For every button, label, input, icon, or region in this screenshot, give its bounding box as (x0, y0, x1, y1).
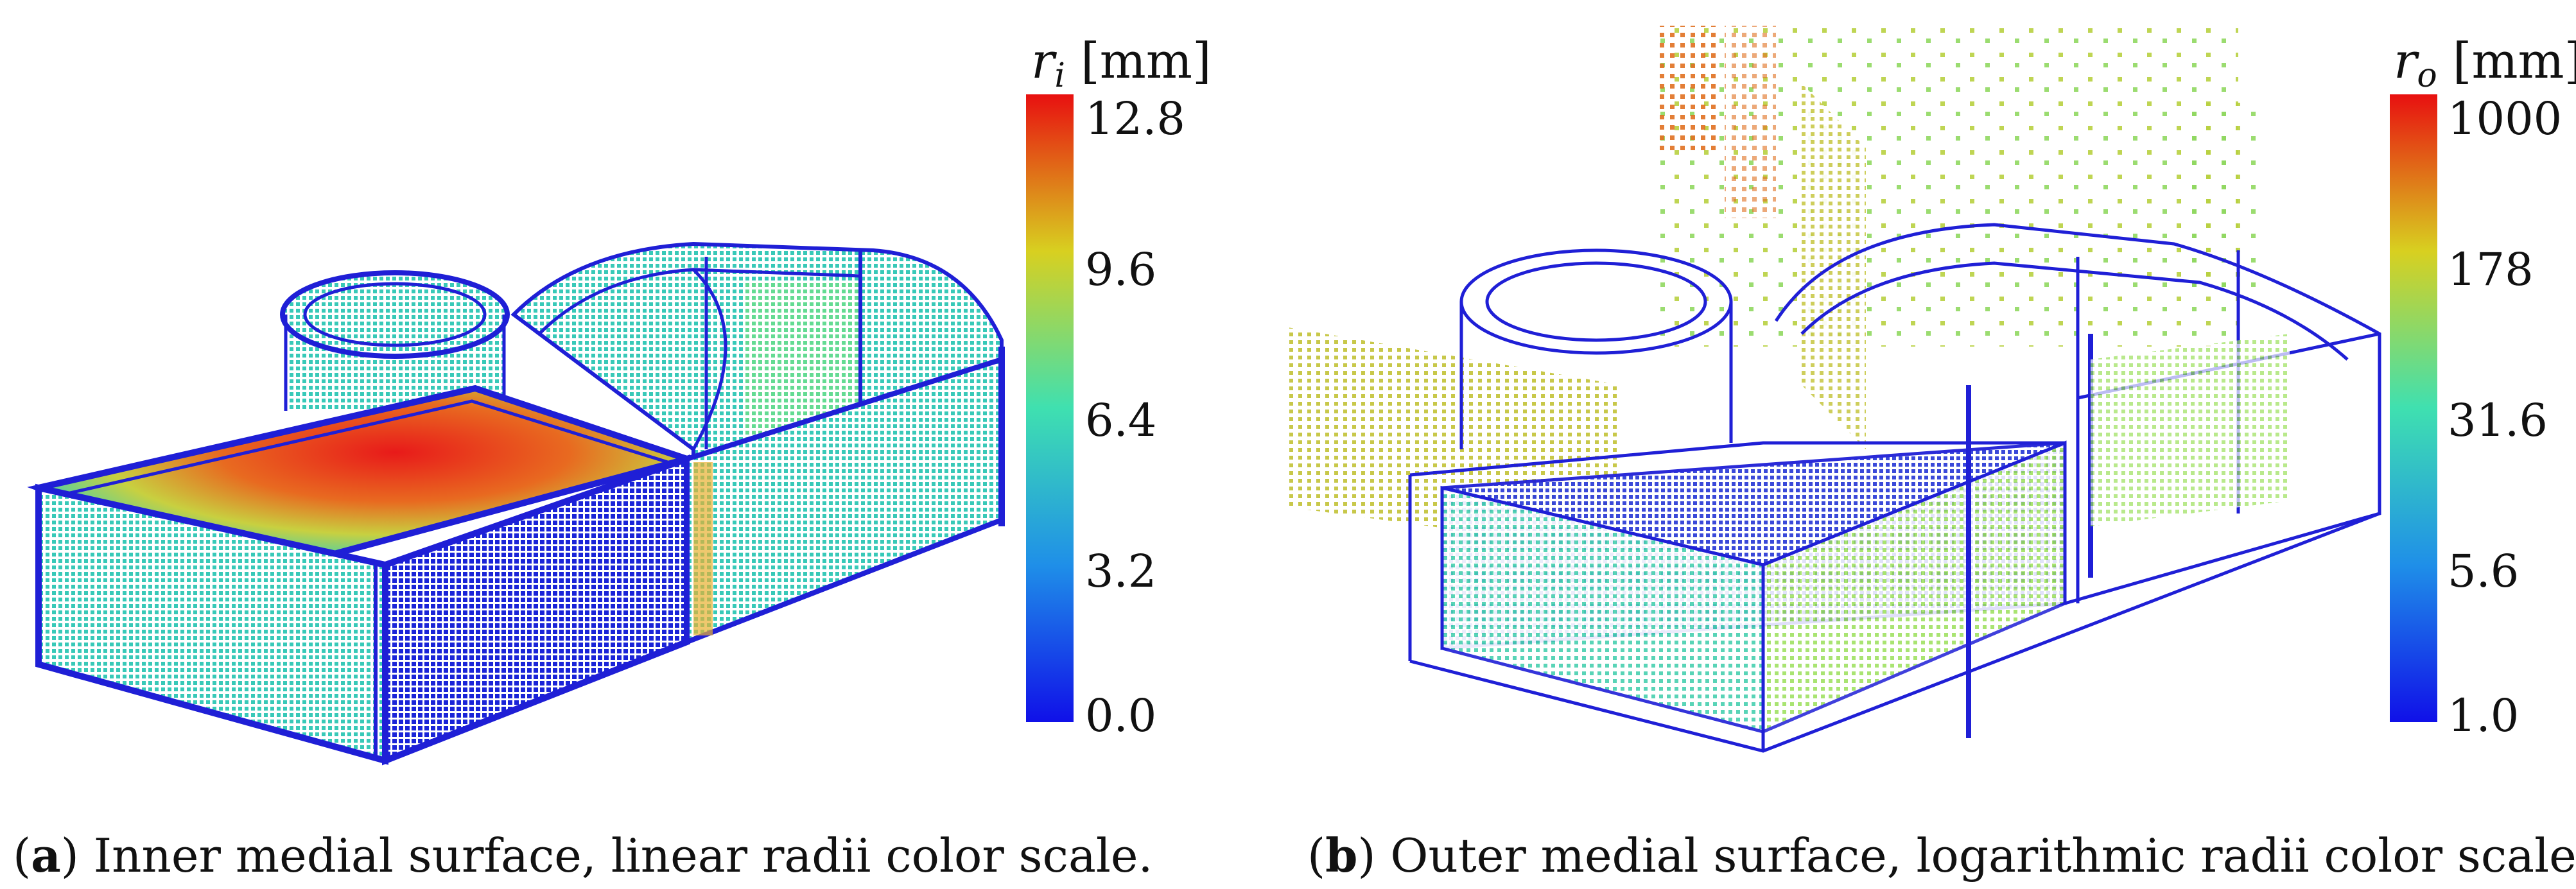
colorbar-b-tick-3: 31.6 (2448, 398, 2548, 443)
colorbar-a-tick-5: 0.0 (1085, 693, 1156, 738)
caption-a: (a) Inner medial surface, linear radii c… (13, 828, 1153, 883)
colorbar-b-tick-1: 1000 (2448, 96, 2562, 141)
colorbar-b-tick-2: 178 (2448, 247, 2534, 292)
colorbar-b (2390, 94, 2437, 722)
panel-a: ri [mm] 12.8 9.6 6.4 3.2 0.0 (a) Inner m… (0, 0, 1288, 889)
colorbar-b-title: ro [mm] (2394, 32, 2576, 95)
colorbar-a-tick-4: 3.2 (1085, 549, 1156, 594)
colorbar-a-tick-1: 12.8 (1085, 96, 1185, 141)
colorbar-b-tick-4: 5.6 (2448, 549, 2519, 594)
colorbar-b-tick-5: 1.0 (2448, 693, 2519, 738)
colorbar-a-tick-3: 6.4 (1085, 398, 1156, 443)
caption-b: (b) Outer medial surface, logarithmic ra… (1307, 828, 2576, 883)
outer-medial-surface-render (1288, 0, 2576, 889)
panel-b: ro [mm] 1000 178 31.6 5.6 1.0 (b) Outer … (1288, 0, 2576, 889)
colorbar-a-tick-2: 9.6 (1085, 247, 1156, 292)
back-medial-region (2091, 334, 2290, 526)
colorbar-a (1026, 94, 1074, 722)
colorbar-a-title: ri [mm] (1031, 32, 1212, 95)
scatter-points (1654, 26, 2258, 347)
front-box (39, 347, 1002, 761)
